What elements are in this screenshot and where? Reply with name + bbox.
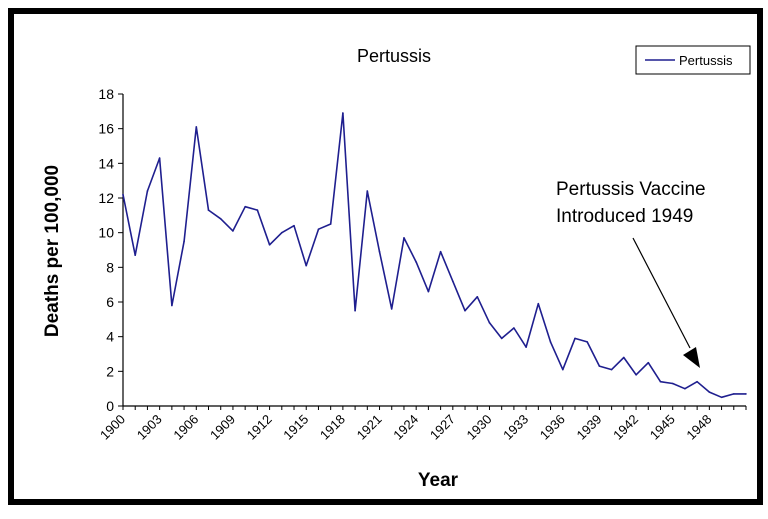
x-tick-label: 1945	[647, 412, 678, 443]
data-point	[207, 209, 210, 211]
data-point	[733, 393, 735, 395]
y-tick-label: 4	[106, 329, 114, 345]
y-tick-label: 10	[98, 225, 114, 241]
y-tick-label: 6	[106, 294, 114, 310]
data-point	[378, 250, 381, 253]
x-tick-label: 1936	[537, 412, 568, 443]
axes	[122, 94, 746, 407]
chart-frame: Pertussis Pertussis Deaths per 100,000 Y…	[8, 8, 763, 505]
data-point	[134, 254, 136, 256]
data-point	[598, 365, 601, 367]
data-point	[513, 327, 515, 329]
data-point	[158, 157, 161, 159]
data-point	[720, 396, 723, 399]
x-tick-label: 1900	[97, 412, 128, 443]
data-point	[219, 218, 222, 220]
data-point	[488, 322, 491, 324]
x-axis-title: Year	[418, 470, 459, 491]
x-tick-label: 1927	[427, 412, 458, 443]
data-point	[390, 308, 393, 310]
y-tick-label: 2	[106, 363, 114, 379]
data-point	[171, 304, 173, 307]
data-point	[281, 231, 283, 234]
data-point	[623, 356, 625, 359]
y-ticks: 0 2 4 6 8 10 12 14 16 18	[98, 86, 123, 414]
data-point	[268, 244, 271, 246]
data-point	[635, 374, 637, 376]
data-point	[256, 209, 259, 211]
data-point	[708, 391, 711, 393]
data-point	[500, 337, 503, 340]
data-point	[586, 341, 588, 343]
data-point	[427, 290, 430, 293]
data-point	[549, 341, 552, 343]
data-point	[745, 393, 747, 395]
x-tick-label: 1942	[610, 412, 641, 443]
data-point	[342, 112, 344, 114]
x-tick-label: 1912	[244, 412, 275, 443]
data-point	[439, 250, 442, 253]
data-point	[452, 280, 454, 282]
data-point	[684, 387, 686, 390]
y-tick-label: 0	[106, 398, 114, 414]
x-tick-label: 1903	[134, 412, 165, 443]
data-point	[562, 368, 564, 371]
annotation-line1: Pertussis Vaccine	[556, 179, 706, 200]
data-point	[403, 237, 405, 239]
y-tick-label: 16	[98, 121, 114, 137]
y-tick-label: 14	[98, 155, 114, 171]
data-point	[366, 190, 369, 192]
y-tick-label: 18	[98, 86, 114, 102]
data-point	[659, 380, 662, 383]
x-tick-label: 1909	[207, 412, 238, 443]
annotation-line2: Introduced 1949	[556, 206, 693, 227]
data-point	[525, 346, 527, 348]
data-point	[696, 380, 698, 383]
y-axis-title: Deaths per 100,000	[42, 165, 63, 337]
x-tick-label: 1948	[683, 412, 714, 443]
x-tick-label: 1915	[280, 412, 311, 443]
x-tick-label: 1921	[354, 412, 385, 443]
data-point	[671, 382, 674, 385]
data-point	[354, 309, 356, 312]
data-point	[647, 361, 650, 364]
pertussis-chart: Pertussis Pertussis Deaths per 100,000 Y…	[42, 45, 751, 491]
x-tick-label: 1906	[170, 412, 201, 443]
data-point	[317, 228, 320, 230]
x-tick-label: 1939	[573, 412, 604, 443]
data-point	[244, 205, 246, 208]
legend-label: Pertussis	[679, 53, 733, 68]
annotation-arrow-line	[632, 237, 691, 349]
data-point	[415, 261, 418, 263]
x-ticks: 1900 1903 1906 1909 1912 1915 1918 1921 1924 1927…	[97, 406, 747, 443]
data-point	[610, 368, 613, 371]
series-line-pertussis	[122, 112, 746, 399]
vaccine-annotation: Pertussis Vaccine Introduced 1949	[556, 179, 706, 368]
data-point	[122, 193, 124, 196]
data-point	[574, 337, 576, 340]
x-tick-label: 1924	[390, 412, 421, 443]
series-group	[122, 112, 747, 399]
data-point	[195, 126, 198, 128]
x-tick-label: 1918	[317, 412, 348, 443]
annotation-arrowhead	[683, 347, 700, 368]
chart-title: Pertussis	[357, 46, 431, 66]
data-point	[305, 264, 308, 267]
data-point	[183, 240, 185, 243]
x-tick-label: 1933	[500, 412, 531, 443]
data-point	[464, 309, 466, 312]
y-tick-label: 8	[106, 259, 114, 275]
data-point	[146, 190, 149, 192]
legend: Pertussis	[635, 45, 751, 75]
y-tick-label: 12	[98, 190, 114, 206]
data-point	[329, 223, 332, 225]
data-point	[537, 302, 540, 305]
data-point	[293, 224, 295, 227]
data-point	[232, 230, 234, 232]
x-tick-label: 1930	[464, 412, 495, 443]
data-point	[476, 296, 479, 298]
